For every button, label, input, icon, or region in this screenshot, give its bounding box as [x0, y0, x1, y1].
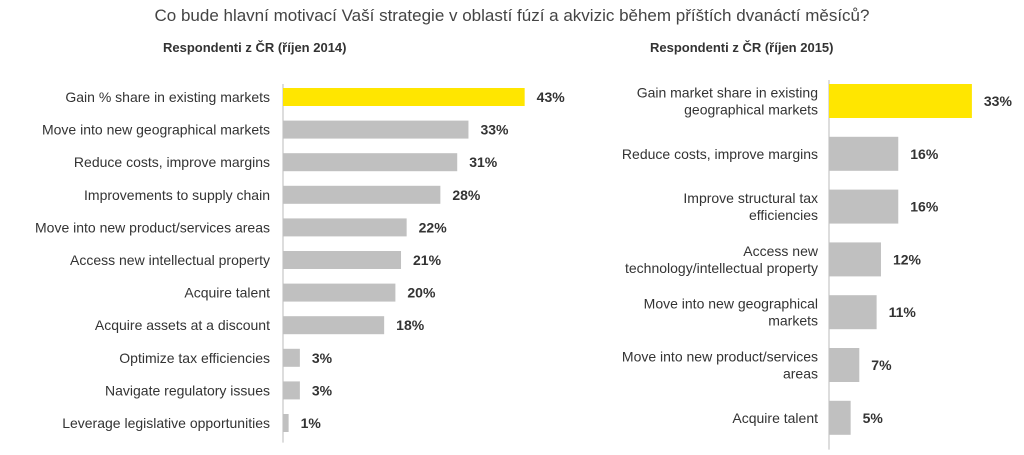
category-label-1-3-0: Access new: [743, 243, 819, 259]
category-label-1-0-1: geographical markets: [684, 102, 818, 118]
category-label-0-4: Move into new product/services areas: [35, 219, 270, 235]
bar-0-2: [283, 153, 458, 172]
panel-title-2015: Respondenti z ČR (říjen 2015): [650, 40, 834, 55]
bar-1-0: [829, 84, 972, 118]
bar-0-0: [283, 88, 525, 106]
category-label-0-8: Optimize tax efficiencies: [119, 350, 270, 366]
category-label-1-1: Reduce costs, improve margins: [622, 146, 818, 162]
category-label-1-2-0: Improve structural tax: [683, 190, 818, 206]
bar-0-4: [283, 218, 407, 237]
value-label-0-2: 31%: [469, 154, 498, 170]
bar-1-2: [829, 189, 899, 224]
bar-0-3: [283, 185, 441, 204]
value-label-0-8: 3%: [312, 350, 333, 366]
category-label-1-5-1: areas: [783, 366, 818, 382]
value-label-0-5: 21%: [413, 252, 442, 268]
chart-main-title: Co bude hlavní motivací Vaší strategie v…: [154, 6, 870, 25]
bar-0-9: [283, 381, 300, 400]
value-label-0-7: 18%: [396, 317, 425, 333]
category-label-1-2-1: efficiencies: [749, 207, 818, 223]
value-label-1-4: 11%: [889, 304, 917, 320]
category-label-0-2: Reduce costs, improve margins: [74, 154, 270, 170]
category-label-1-3-1: technology/intellectual property: [625, 260, 818, 276]
panel-title-2014: Respondenti z ČR (říjen 2014): [163, 40, 347, 55]
category-label-1-5-0: Move into new product/services: [622, 349, 818, 365]
value-label-1-2: 16%: [910, 199, 939, 215]
category-label-0-3: Improvements to supply chain: [84, 187, 270, 203]
category-label-0-1: Move into new geographical markets: [42, 122, 270, 138]
category-label-0-10: Leverage legislative opportunities: [62, 415, 270, 431]
bar-0-1: [283, 120, 469, 139]
value-label-1-0: 33%: [984, 93, 1013, 109]
bar-0-7: [283, 316, 385, 335]
bar-0-10: [283, 414, 289, 432]
category-label-0-0: Gain % share in existing markets: [65, 89, 270, 105]
bar-1-4: [829, 295, 877, 330]
category-label-0-9: Navigate regulatory issues: [105, 382, 270, 398]
category-label-1-0-0: Gain market share in existing: [637, 85, 818, 101]
value-label-1-3: 12%: [893, 251, 922, 267]
value-label-1-5: 7%: [871, 357, 892, 373]
value-label-0-10: 1%: [301, 415, 322, 431]
bar-1-3: [829, 242, 881, 277]
category-label-0-5: Access new intellectual property: [70, 252, 270, 268]
value-label-0-9: 3%: [312, 382, 333, 398]
bar-0-5: [283, 251, 402, 269]
bar-0-6: [283, 283, 396, 302]
bar-0-8: [283, 348, 300, 367]
bar-1-6: [829, 400, 851, 435]
value-label-0-3: 28%: [452, 187, 481, 203]
category-label-1-6: Acquire talent: [732, 410, 818, 426]
value-label-1-1: 16%: [910, 146, 939, 162]
value-label-1-6: 5%: [863, 410, 884, 426]
bar-1-5: [829, 348, 860, 382]
value-label-0-1: 33%: [480, 122, 509, 138]
category-label-0-7: Acquire assets at a discount: [95, 317, 270, 333]
category-label-0-6: Acquire talent: [184, 285, 270, 301]
value-label-0-0: 43%: [537, 89, 566, 105]
category-label-1-4-1: markets: [768, 313, 818, 329]
category-label-1-4-0: Move into new geographical: [644, 296, 818, 312]
bar-1-1: [829, 136, 899, 171]
value-label-0-4: 22%: [419, 219, 448, 235]
value-label-0-6: 20%: [407, 285, 436, 301]
